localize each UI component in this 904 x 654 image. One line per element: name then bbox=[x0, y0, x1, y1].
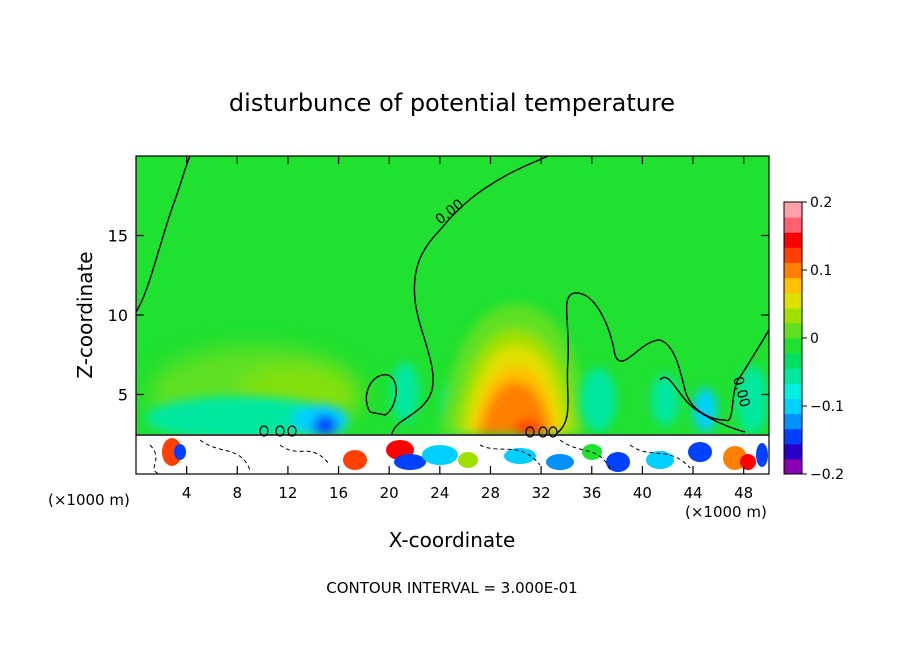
y-axis-label: Z-coordinate bbox=[73, 251, 97, 378]
contour-left bbox=[136, 156, 191, 313]
colorbar-swatch bbox=[784, 413, 802, 430]
x-tick-label: 28 bbox=[481, 484, 500, 502]
cool-plumes-right bbox=[580, 366, 768, 434]
colorbar-swatch bbox=[784, 322, 802, 339]
x-unit-label: (×1000 m) bbox=[685, 503, 767, 521]
z-unit-label: (×1000 m) bbox=[48, 491, 130, 509]
x-tick-label: 32 bbox=[532, 484, 551, 502]
contour-main bbox=[391, 156, 549, 435]
x-tick-label: 40 bbox=[633, 484, 652, 502]
y-axis-ticks: 5 10 15 bbox=[108, 227, 769, 405]
contour-right bbox=[555, 292, 769, 435]
chart-title: disturbunce of potential temperature bbox=[229, 89, 675, 117]
y-tick-label: 5 bbox=[118, 386, 128, 405]
colorbar-swatch bbox=[784, 307, 802, 324]
colorbar-swatch bbox=[784, 338, 802, 354]
colorbar-swatch bbox=[784, 247, 802, 263]
colorbar-swatch bbox=[784, 232, 802, 248]
colorbar-swatch bbox=[784, 202, 802, 218]
colorbar-tick-label: −0.2 bbox=[810, 467, 844, 483]
colorbar-swatch bbox=[784, 292, 802, 309]
x-tick-label: 20 bbox=[380, 484, 399, 502]
y-tick-label: 10 bbox=[108, 306, 128, 325]
colorbar-swatch bbox=[784, 368, 802, 384]
negative-contours bbox=[149, 439, 691, 474]
colorbar-swatch bbox=[784, 383, 802, 399]
contour-loops bbox=[259, 425, 558, 438]
colorbar-swatch bbox=[784, 262, 802, 279]
warm-anomaly bbox=[440, 304, 585, 436]
colorbar-tick-label: 0.2 bbox=[810, 195, 832, 211]
colorbar-ticks: 0.2 0.1 0 −0.1 −0.2 bbox=[802, 195, 844, 483]
colorbar-swatch bbox=[784, 428, 802, 445]
colorbar bbox=[783, 201, 803, 475]
x-tick-label: 24 bbox=[430, 484, 449, 502]
colorbar-tick-label: −0.1 bbox=[810, 399, 844, 415]
plot-area: 0.00 0.00 bbox=[136, 156, 769, 474]
colorbar-swatch bbox=[784, 458, 802, 475]
colorbar-swatch bbox=[784, 277, 802, 294]
contour-lines bbox=[136, 156, 769, 435]
colorbar-swatch bbox=[784, 217, 802, 233]
x-tick-label: 8 bbox=[233, 484, 243, 502]
contour-blob-left bbox=[365, 374, 397, 416]
x-axis-ticks: 4 8 12 16 20 24 28 32 36 40 44 48 bbox=[182, 156, 753, 502]
colorbar-tick-label: 0.1 bbox=[810, 263, 832, 279]
y-tick-label: 15 bbox=[108, 227, 128, 246]
x-tick-label: 12 bbox=[278, 484, 297, 502]
x-tick-label: 48 bbox=[734, 484, 753, 502]
contour-label: 0.00 bbox=[729, 375, 753, 409]
colorbar-tick-label: 0 bbox=[810, 331, 819, 347]
colorbar-swatch bbox=[784, 353, 802, 369]
x-tick-label: 36 bbox=[582, 484, 601, 502]
x-axis-label: X-coordinate bbox=[389, 528, 516, 552]
colorbar-swatch bbox=[784, 443, 802, 460]
colorbar-swatch bbox=[784, 398, 802, 415]
x-tick-label: 44 bbox=[683, 484, 702, 502]
x-tick-label: 4 bbox=[182, 484, 192, 502]
x-tick-label: 16 bbox=[329, 484, 348, 502]
contour-right-lower bbox=[659, 376, 746, 433]
boundary-layer-patches bbox=[162, 438, 768, 472]
contour-interval: CONTOUR INTERVAL = 3.000E-01 bbox=[326, 579, 577, 597]
